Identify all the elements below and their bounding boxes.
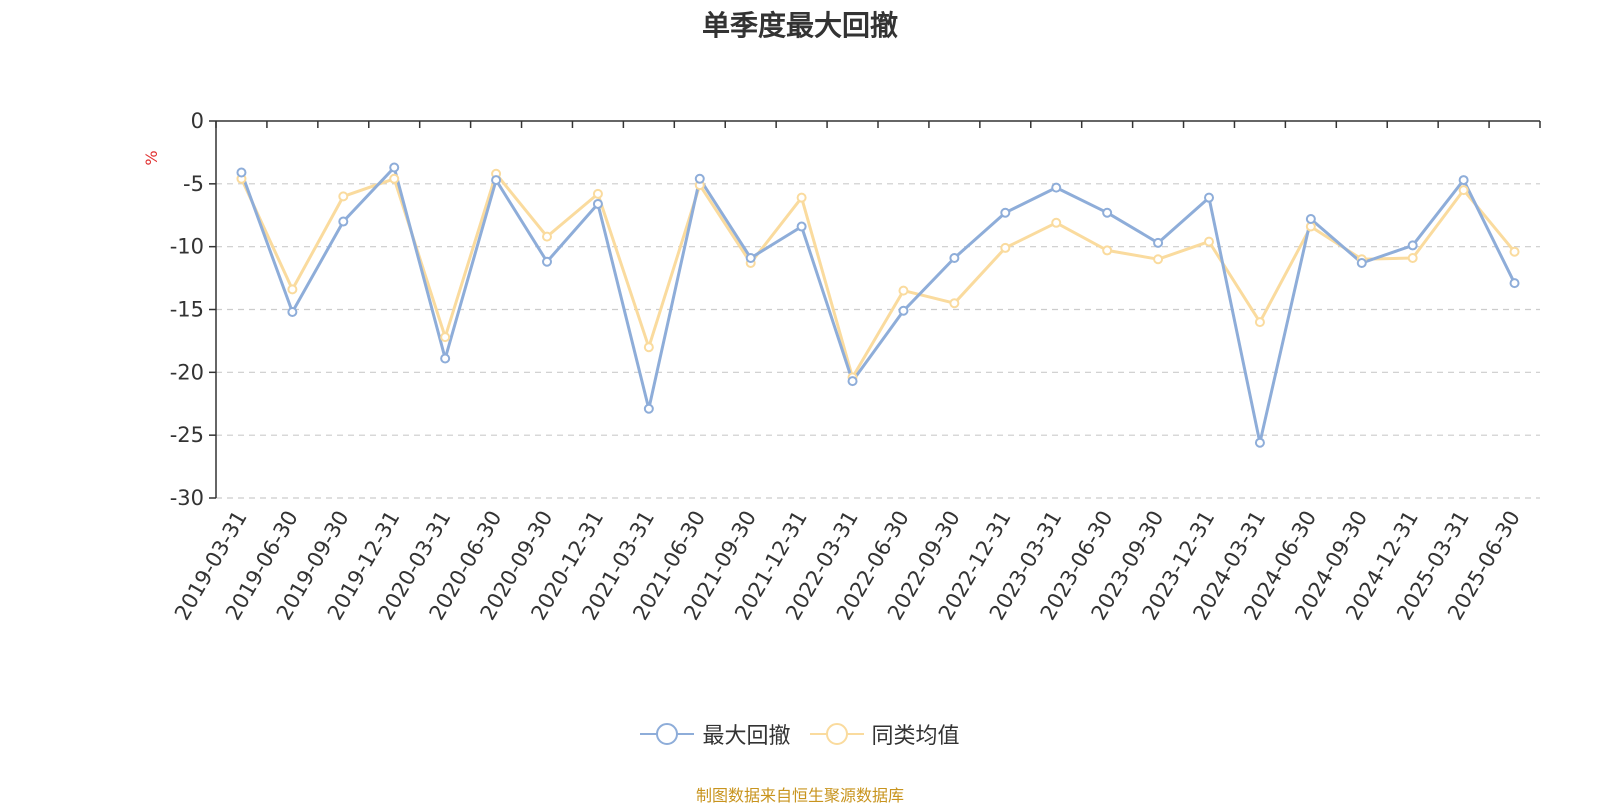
series-1-point[interactable] bbox=[287, 307, 298, 318]
series-1-point[interactable] bbox=[1509, 278, 1520, 289]
series-1-point[interactable] bbox=[1458, 175, 1469, 186]
series-1-point[interactable] bbox=[236, 167, 247, 178]
y-tick-label: -20 bbox=[170, 360, 204, 384]
series-2-point[interactable] bbox=[643, 342, 654, 353]
legend-label: 最大回撤 bbox=[702, 724, 791, 749]
legend-line-circle-icon bbox=[809, 722, 864, 746]
y-tick-label: -15 bbox=[170, 298, 204, 322]
source-note: 制图数据来自恒生聚源数据库 bbox=[695, 786, 904, 805]
series-1-point[interactable] bbox=[542, 256, 552, 267]
legend-label: 同类均值 bbox=[871, 724, 960, 749]
y-tick-label: -10 bbox=[170, 235, 204, 259]
series-2-point[interactable] bbox=[542, 231, 552, 242]
series-1-point[interactable] bbox=[1051, 182, 1062, 193]
series-2-point[interactable] bbox=[1000, 242, 1011, 253]
series-1-point[interactable] bbox=[389, 162, 400, 173]
series-2-point[interactable] bbox=[949, 298, 960, 309]
series-2-point[interactable] bbox=[440, 332, 451, 343]
series-2-point[interactable] bbox=[287, 284, 298, 295]
series-2-point[interactable] bbox=[592, 188, 603, 199]
chart-title: 单季度最大回撤 bbox=[701, 9, 898, 42]
series-2-point[interactable] bbox=[1407, 252, 1418, 263]
series-1-point[interactable] bbox=[1204, 192, 1214, 203]
series-2-point[interactable] bbox=[796, 192, 807, 203]
legend-item-series-1[interactable]: 最大回撤 bbox=[640, 718, 791, 750]
series-line-2 bbox=[240, 172, 1516, 379]
y-tick-label: -25 bbox=[170, 423, 204, 447]
series-1-point[interactable] bbox=[1153, 237, 1164, 248]
grid-layer bbox=[216, 183, 1540, 499]
series-1-point[interactable] bbox=[796, 221, 807, 232]
series-2-point[interactable] bbox=[1204, 236, 1214, 247]
line-chart: 0-5-10-15-20-25-302019-03-312019-06-3020… bbox=[142, 109, 1541, 624]
series-line-1 bbox=[240, 166, 1516, 445]
series-2-point[interactable] bbox=[338, 191, 349, 202]
series-1-point[interactable] bbox=[949, 252, 960, 263]
y-axis-unit-label: % bbox=[142, 150, 161, 165]
y-tick-label: 0 bbox=[191, 109, 204, 133]
series-2-point[interactable] bbox=[898, 285, 909, 296]
series-1-point[interactable] bbox=[1254, 437, 1265, 448]
y-tick-label: -5 bbox=[183, 172, 204, 196]
series-1-point[interactable] bbox=[898, 305, 909, 316]
series-1-point[interactable] bbox=[694, 173, 705, 184]
series-1-point[interactable] bbox=[1305, 214, 1316, 225]
y-tick-label: -30 bbox=[170, 486, 204, 510]
series-1-point[interactable] bbox=[440, 353, 451, 364]
series-2-point[interactable] bbox=[389, 173, 400, 184]
series-1-point[interactable] bbox=[1000, 207, 1011, 218]
series-1-point[interactable] bbox=[491, 175, 502, 186]
series-1-point[interactable] bbox=[847, 376, 858, 387]
series-1-point[interactable] bbox=[1102, 207, 1113, 218]
series-1-point[interactable] bbox=[1407, 240, 1418, 251]
series-2-point[interactable] bbox=[1051, 217, 1062, 228]
series-1-point[interactable] bbox=[338, 216, 349, 227]
legend-item-series-2[interactable]: 同类均值 bbox=[809, 718, 960, 750]
legend: 最大回撤 同类均值 bbox=[0, 718, 1600, 752]
series-2-point[interactable] bbox=[1509, 246, 1520, 257]
series-1-point[interactable] bbox=[592, 198, 603, 209]
series-2-point[interactable] bbox=[1254, 317, 1265, 328]
series-layer bbox=[236, 162, 1520, 448]
series-1-point[interactable] bbox=[745, 252, 756, 263]
series-1-point[interactable] bbox=[1356, 258, 1367, 269]
legend-line-circle-icon bbox=[640, 722, 695, 746]
series-1-point[interactable] bbox=[643, 403, 654, 414]
series-2-point[interactable] bbox=[1458, 185, 1469, 196]
series-2-point[interactable] bbox=[1102, 245, 1113, 256]
series-2-point[interactable] bbox=[1153, 254, 1164, 265]
